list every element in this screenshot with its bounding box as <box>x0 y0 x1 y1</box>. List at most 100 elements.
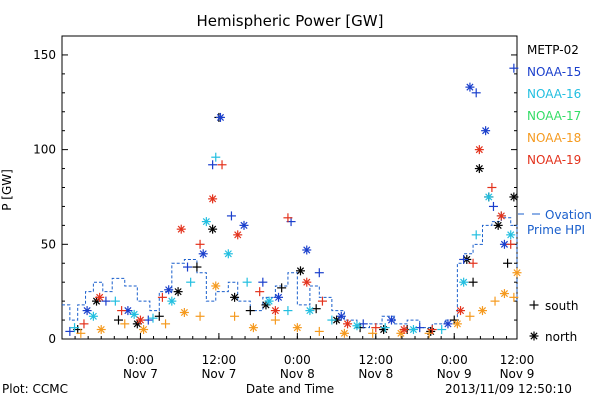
data-point-noaa-18 <box>96 325 106 335</box>
legend: METP-02 NOAA-15 NOAA-16 NOAA-17 NOAA-18 NOAA-… <box>518 43 592 344</box>
data-point-noaa-19 <box>474 145 484 155</box>
data-point-noaa-19 <box>317 296 327 306</box>
y-axis-ticks: 0 50 100 150 <box>33 48 517 346</box>
data-point-noaa-16 <box>264 296 274 306</box>
data-point-noaa-16 <box>459 277 469 287</box>
data-point-noaa-18 <box>314 326 324 336</box>
data-point-noaa-16 <box>437 325 447 335</box>
data-point-noaa-19 <box>233 230 243 240</box>
data-point-noaa-16 <box>211 152 221 162</box>
data-point-noaa-15 <box>258 277 268 287</box>
plot-credit: Plot: CCMC <box>2 382 68 396</box>
data-point-noaa-15 <box>143 315 153 325</box>
data-point-metp-02 <box>245 306 255 316</box>
data-point-noaa-15 <box>465 82 475 92</box>
data-point-noaa-16 <box>305 306 315 316</box>
x-tick-time: 0:00 <box>284 353 311 367</box>
x-tick-date: Nov 8 <box>358 367 393 381</box>
y-tick-label: 100 <box>33 143 56 157</box>
data-point-noaa-16 <box>186 277 196 287</box>
data-point-noaa-18 <box>368 328 378 338</box>
data-point-noaa-18 <box>179 307 189 317</box>
data-point-metp-02 <box>208 224 218 234</box>
data-point-noaa-18 <box>490 296 500 306</box>
data-point-noaa-15 <box>314 268 324 278</box>
scatter-points <box>65 63 522 338</box>
data-point-noaa-16 <box>201 217 211 227</box>
data-point-noaa-16 <box>380 323 390 333</box>
data-point-noaa-18 <box>195 311 205 321</box>
data-point-noaa-18 <box>499 289 509 299</box>
plot-axes <box>61 35 518 340</box>
data-point-noaa-19 <box>468 258 478 268</box>
data-point-noaa-19 <box>496 211 506 221</box>
legend-south-label: south <box>545 299 579 313</box>
data-point-metp-02 <box>277 283 287 293</box>
data-point-noaa-16 <box>352 321 362 331</box>
data-point-noaa-15 <box>226 211 236 221</box>
x-tick-time: 12:00 <box>500 353 535 367</box>
x-tick-date: Nov 9 <box>500 367 535 381</box>
data-point-noaa-16 <box>471 230 481 240</box>
legend-star-symbol <box>529 331 539 341</box>
data-point-metp-02 <box>503 258 513 268</box>
data-point-noaa-15 <box>443 319 453 329</box>
data-point-noaa-16 <box>506 230 516 240</box>
y-axis-label: P [GW] <box>0 169 14 211</box>
data-point-noaa-18 <box>230 311 240 321</box>
data-point-noaa-18 <box>120 319 130 329</box>
data-point-noaa-15 <box>239 220 249 230</box>
data-point-noaa-18 <box>465 311 475 321</box>
x-tick-date: Nov 8 <box>280 367 315 381</box>
data-point-noaa-15 <box>208 160 218 170</box>
ovation-hpi-series <box>62 217 518 329</box>
data-point-noaa-15 <box>183 262 193 272</box>
data-point-noaa-16 <box>408 325 418 335</box>
data-point-metp-02 <box>332 315 342 325</box>
data-point-noaa-16 <box>283 306 293 316</box>
data-point-noaa-18 <box>477 306 487 316</box>
data-point-noaa-16 <box>327 315 337 325</box>
data-point-noaa-19 <box>95 292 105 302</box>
data-point-noaa-19 <box>208 194 218 204</box>
legend-ovation-line1: Ovation <box>545 208 592 222</box>
x-tick-date: Nov 7 <box>201 367 236 381</box>
data-point-noaa-15 <box>65 326 75 336</box>
data-point-metp-02 <box>154 311 164 321</box>
data-point-noaa-18 <box>339 328 349 338</box>
data-point-noaa-16 <box>167 296 177 306</box>
plot-frame <box>61 35 518 340</box>
y-tick-label: 0 <box>48 332 56 346</box>
legend-item-metp-02: METP-02 <box>527 43 579 57</box>
chart-title: Hemispheric Power [GW] <box>197 12 384 30</box>
data-point-noaa-18 <box>292 323 302 333</box>
y-tick-label: 50 <box>41 237 56 251</box>
data-point-noaa-16 <box>223 249 233 259</box>
data-point-noaa-15 <box>274 292 284 302</box>
data-point-noaa-15 <box>509 63 519 73</box>
x-axis-label: Date and Time <box>246 382 334 396</box>
data-point-noaa-15 <box>164 285 174 295</box>
data-point-noaa-15 <box>101 296 111 306</box>
data-point-noaa-15 <box>459 254 469 264</box>
data-point-noaa-19 <box>217 160 227 170</box>
data-point-noaa-16 <box>70 323 80 333</box>
data-point-noaa-15 <box>481 126 491 136</box>
data-point-noaa-15 <box>358 319 368 329</box>
data-point-metp-02 <box>426 326 436 336</box>
data-point-noaa-19 <box>487 183 497 192</box>
data-point-noaa-16 <box>88 311 98 321</box>
data-point-noaa-18 <box>211 281 221 291</box>
x-tick-time: 12:00 <box>358 353 393 367</box>
data-point-noaa-18 <box>270 315 280 325</box>
data-point-metp-02 <box>379 325 389 335</box>
data-point-noaa-18 <box>248 323 258 333</box>
data-point-noaa-16 <box>110 296 120 306</box>
x-tick-date: Nov 7 <box>123 367 158 381</box>
data-point-metp-02 <box>493 220 503 230</box>
data-point-noaa-15 <box>488 201 498 211</box>
data-point-metp-02 <box>474 164 484 174</box>
data-point-noaa-15 <box>82 306 92 316</box>
data-point-noaa-19 <box>371 323 381 333</box>
legend-item-noaa-17: NOAA-17 <box>527 109 581 123</box>
